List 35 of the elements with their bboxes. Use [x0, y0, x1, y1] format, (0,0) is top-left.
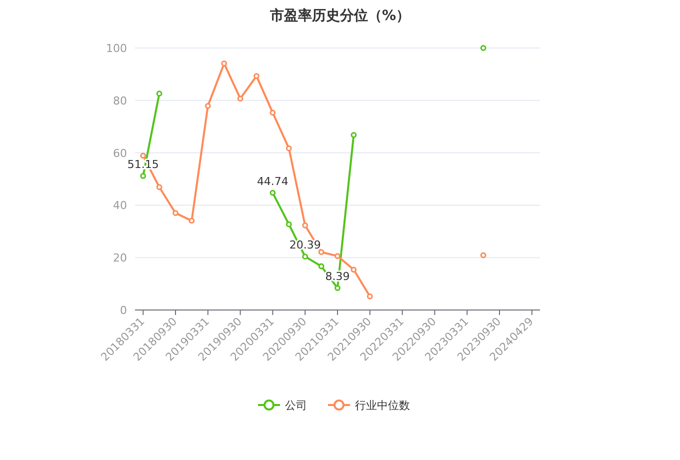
point [156, 90, 162, 97]
point [270, 190, 276, 196]
point [237, 96, 244, 102]
y-tick-label: 0 [120, 304, 127, 317]
point [350, 132, 357, 138]
point [480, 45, 486, 51]
point [188, 218, 195, 224]
point [254, 73, 260, 79]
point [302, 222, 308, 228]
point [286, 221, 292, 228]
y-tick-label: 100 [106, 42, 127, 55]
y-tick-label: 20 [113, 252, 127, 265]
legend-label: 行业中位数 [355, 399, 410, 412]
y-tick-label: 40 [113, 199, 127, 212]
point [480, 252, 486, 258]
point [318, 249, 324, 256]
point [221, 60, 228, 66]
chart-title: 市盈率历史分位（%） [268, 7, 410, 24]
point [334, 285, 340, 291]
point [140, 152, 146, 159]
point [270, 110, 276, 116]
point [140, 173, 146, 179]
point [204, 102, 211, 109]
point [366, 293, 373, 300]
y-tick-label: 60 [113, 146, 127, 160]
data-label: 44.74 [256, 174, 288, 188]
point [318, 263, 324, 270]
point [286, 145, 292, 152]
legend-label: 公司 [285, 399, 307, 412]
point [156, 184, 162, 190]
point [302, 254, 308, 260]
point [350, 266, 357, 273]
y-tick-label: 80 [113, 94, 127, 108]
point [334, 253, 340, 259]
point [172, 210, 178, 216]
